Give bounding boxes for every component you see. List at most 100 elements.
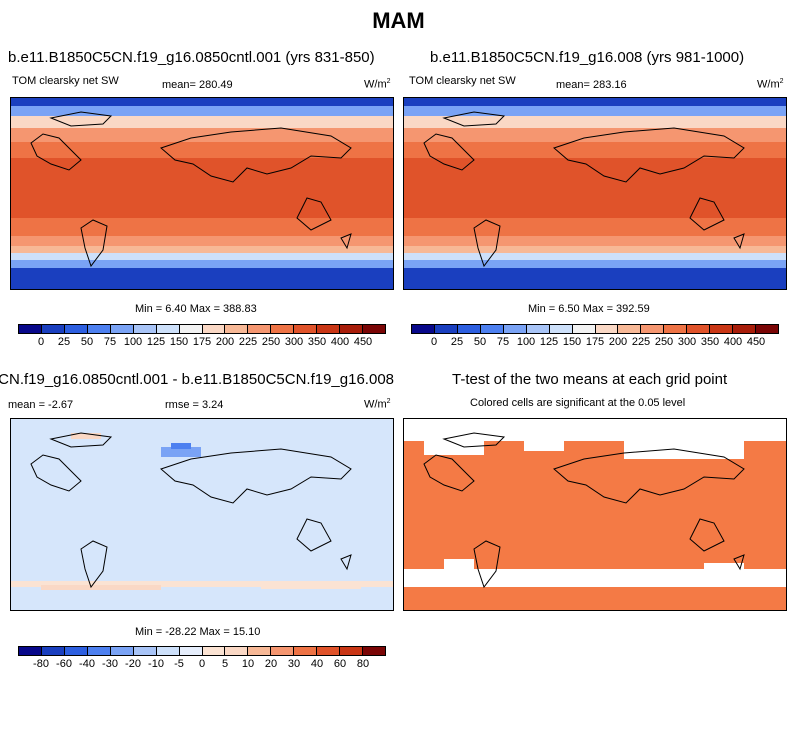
colorbar-diff-tick-label: 80	[356, 658, 370, 670]
colorbar-abs-left-swatch	[87, 325, 111, 333]
colorbar-abs-right-swatch	[412, 325, 435, 333]
colorbar-abs-right-tick-label: 350	[700, 336, 720, 348]
panel-b-variable-label: TOM clearsky net SW	[409, 75, 516, 87]
panel-b-case-title: b.e11.B1850C5CN.f19_g16.008 (yrs 981-100…	[430, 49, 745, 66]
colorbar-abs-right-swatch	[549, 325, 573, 333]
colorbar-diff-swatch	[248, 647, 272, 655]
colorbar-abs-left-swatch	[294, 325, 318, 333]
panel-c-map	[10, 418, 394, 611]
colorbar-diff-swatch	[271, 647, 295, 655]
colorbar-abs-right-tick-label: 250	[654, 336, 674, 348]
colorbar-diff-tick-label: 40	[310, 658, 324, 670]
panel-d-subtitle: Colored cells are significant at the 0.0…	[470, 397, 686, 409]
colorbar-abs-left-tick-label: 225	[238, 336, 258, 348]
colorbar-abs-right-labels: 0 25 50 75 100 125 150 175 200 225 250 300 350 400 450	[411, 336, 779, 350]
panel-c-minmax: Min = -28.22 Max = 15.10	[135, 626, 261, 638]
colorbar-abs-left-swatch	[225, 325, 249, 333]
panel-c-field	[11, 419, 393, 610]
colorbar-abs-left-tick-label: 300	[284, 336, 304, 348]
colorbar-diff-tick-label: 10	[241, 658, 255, 670]
colorbar-abs-right-tick-label: 300	[677, 336, 697, 348]
panel-a-units: W/m2	[364, 78, 391, 91]
colorbar-diff-swatch	[64, 647, 88, 655]
colorbar-diff-tick-label: -10	[148, 658, 164, 670]
panel-c-title: b.e11.B1850C5CN.f19_g16.0850cntl.001 - b…	[0, 371, 394, 388]
colorbar-diff-tick-label: 60	[333, 658, 347, 670]
panel-c-rmse-label: rmse = 3.24	[165, 399, 224, 411]
colorbar-abs-left-swatch	[41, 325, 65, 333]
colorbar-abs-left-swatch	[64, 325, 88, 333]
colorbar-abs-right-swatch	[664, 325, 688, 333]
panel-c-mean-label: mean = -2.67	[8, 399, 74, 411]
colorbar-diff-swatch	[110, 647, 134, 655]
colorbar-diff-tick-label: -80	[33, 658, 49, 670]
colorbar-diff-tick-label: 0	[198, 658, 206, 670]
colorbar-abs-right-swatch	[434, 325, 458, 333]
colorbar-abs-left-swatch	[340, 325, 364, 333]
colorbar-abs-right-tick-label: 150	[562, 336, 582, 348]
colorbar-abs-left-swatch	[133, 325, 157, 333]
panel-d-title: T-test of the two means at each grid poi…	[452, 371, 728, 388]
colorbar-abs-right-swatch	[641, 325, 665, 333]
colorbar-abs-right-swatch	[733, 325, 757, 333]
colorbar-abs-left-tick-label: 175	[192, 336, 212, 348]
colorbar-abs-left-tick-label: 75	[103, 336, 117, 348]
colorbar-diff-tick-label: -5	[174, 658, 184, 670]
colorbar-diff-swatch	[202, 647, 226, 655]
panel-b-mean-label: mean= 283.16	[556, 79, 627, 91]
colorbar-abs-left-swatch	[156, 325, 180, 333]
colorbar-abs-right-swatch	[480, 325, 504, 333]
colorbar-diff-swatch	[133, 647, 157, 655]
panel-d-field	[404, 419, 786, 610]
colorbar-diff-tick-label: -60	[56, 658, 72, 670]
colorbar-diff-tick-label: 20	[264, 658, 278, 670]
colorbar-abs-right-swatch	[503, 325, 527, 333]
colorbar-abs-right-tick-label: 450	[746, 336, 766, 348]
colorbar-diff-tick-label: -40	[79, 658, 95, 670]
panel-b-units: W/m2	[757, 78, 784, 91]
colorbar-abs-left-tick-label: 100	[123, 336, 143, 348]
colorbar-abs-left	[18, 324, 386, 334]
colorbar-abs-right-swatch	[756, 325, 778, 333]
figure-title: MAM	[372, 8, 425, 33]
colorbar-abs-left-tick-label: 400	[330, 336, 350, 348]
colorbar-diff-swatch	[19, 647, 42, 655]
colorbar-abs-left-swatch	[317, 325, 341, 333]
colorbar-abs-right-swatch	[710, 325, 734, 333]
colorbar-abs-left-tick-label: 200	[215, 336, 235, 348]
colorbar-diff-swatch	[340, 647, 364, 655]
colorbar-abs-left-tick-label: 450	[353, 336, 373, 348]
panel-a-case-title: b.e11.B1850C5CN.f19_g16.0850cntl.001 (yr…	[8, 49, 375, 66]
colorbar-abs-left-tick-label: 0	[37, 336, 45, 348]
colorbar-abs-right-tick-label: 400	[723, 336, 743, 348]
colorbar-abs-left-tick-label: 50	[80, 336, 94, 348]
panel-b-map	[403, 97, 787, 290]
panel-b-field	[404, 98, 786, 289]
colorbar-abs-right-swatch	[595, 325, 619, 333]
colorbar-abs-right-swatch	[687, 325, 711, 333]
colorbar-abs-left-swatch	[248, 325, 272, 333]
colorbar-abs-left-swatch	[19, 325, 42, 333]
colorbar-abs-right-tick-label: 225	[631, 336, 651, 348]
colorbar-abs-right	[411, 324, 779, 334]
colorbar-diff-swatch	[317, 647, 341, 655]
panel-a-variable-label: TOM clearsky net SW	[12, 75, 119, 87]
colorbar-diff-swatch	[225, 647, 249, 655]
panel-a-field	[11, 98, 393, 289]
colorbar-abs-left-swatch	[202, 325, 226, 333]
colorbar-abs-right-tick-label: 0	[430, 336, 438, 348]
colorbar-diff-swatch	[179, 647, 203, 655]
panel-b-minmax: Min = 6.50 Max = 392.59	[528, 303, 650, 315]
colorbar-abs-left-tick-label: 125	[146, 336, 166, 348]
colorbar-abs-right-tick-label: 200	[608, 336, 628, 348]
panel-c-units: W/m2	[364, 398, 391, 411]
colorbar-diff-labels: -80 -60 -40 -30 -20 -10 -5 0 5 10 20 30 40 60 80	[18, 658, 386, 672]
colorbar-diff-tick-label: 5	[221, 658, 229, 670]
colorbar-abs-right-tick-label: 75	[496, 336, 510, 348]
colorbar-abs-left-swatch	[179, 325, 203, 333]
colorbar-abs-left-swatch	[363, 325, 385, 333]
colorbar-abs-right-tick-label: 50	[473, 336, 487, 348]
colorbar-diff-swatch	[156, 647, 180, 655]
colorbar-diff-tick-label: -30	[102, 658, 118, 670]
colorbar-abs-left-tick-label: 250	[261, 336, 281, 348]
